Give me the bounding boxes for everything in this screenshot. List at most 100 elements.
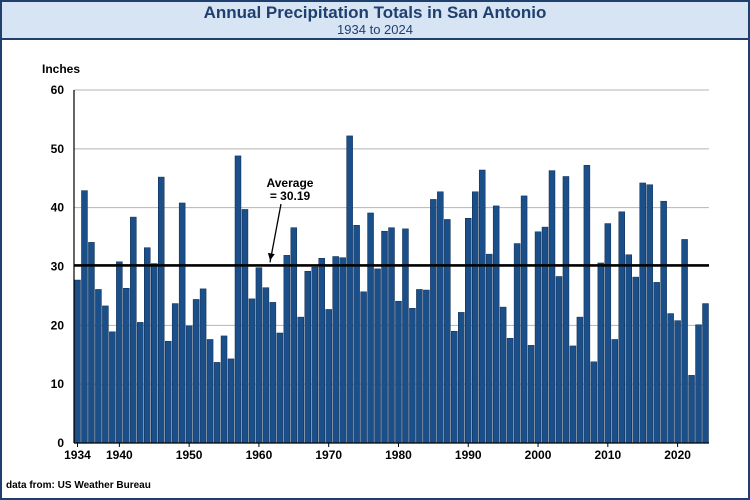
bar-2017 [653,282,660,444]
bar-1968 [311,266,318,444]
average-annotation: Average= 30.19 [74,176,709,267]
bar-1970 [325,309,332,444]
bar-1937 [95,289,102,444]
bar-1958 [241,209,249,444]
bar-1973 [346,135,353,444]
average-arrowhead [267,252,275,261]
bar-1959 [248,298,256,444]
chart-header: Annual Precipitation Totals in San Anton… [2,2,748,40]
average-value-label: = 30.19 [270,189,311,203]
x-tick-label: 1960 [246,448,273,462]
y-tick-label: 30 [51,260,65,274]
x-tick-label: 2000 [525,448,552,462]
bar-1989 [458,312,465,444]
x-tick-label: 1940 [106,448,133,462]
bar-1986 [437,191,444,444]
bar-1995 [499,306,507,444]
bar-2013 [625,254,632,444]
bar-1960 [255,267,263,444]
bar-1997 [513,243,521,444]
bar-1994 [492,205,500,444]
bar-2000 [534,231,542,444]
bar-2014 [632,276,639,444]
bar-1982 [409,308,416,444]
bar-1935 [81,190,88,444]
bar-1965 [290,227,298,444]
bar-1984 [423,289,430,444]
bar-2001 [541,226,549,444]
bar-2010 [604,223,612,444]
bar-1953 [206,339,214,444]
x-tick-label: 1990 [455,448,482,462]
bar-1972 [339,257,346,444]
axes: 0 10 20 30 40 50 60 1934 1940 1950 1960 1970 1980 199… [51,83,709,462]
bar-1983 [416,289,423,444]
bar-2011 [611,339,619,444]
bar-1974 [353,225,360,444]
bar-1945 [151,263,158,444]
bar-1936 [88,242,95,444]
bar-1996 [506,338,514,444]
bar-1934 [74,279,81,444]
y-tick-label: 0 [57,436,64,450]
bar-2022 [688,375,695,444]
x-tick-label: 1950 [176,448,203,462]
bar-2005 [569,345,577,444]
bar-1950 [185,325,193,444]
bar-1969 [318,258,325,444]
bar-1990 [465,218,472,444]
bar-2019 [667,313,674,444]
bar-1980 [395,300,402,444]
bar-1979 [388,227,395,444]
bar-1941 [123,288,130,444]
bar-1978 [381,230,388,444]
bar-1957 [234,155,242,444]
bar-1954 [213,362,221,444]
bar-2009 [597,262,605,444]
chart-subtitle: 1934 to 2024 [337,22,413,37]
y-tick-label: 40 [51,201,65,215]
bar-1981 [402,228,409,444]
bar-2018 [660,200,667,444]
bar-1942 [130,216,137,444]
source-note: data from: US Weather Bureau [6,480,151,491]
y-axis-label: Inches [42,62,80,76]
average-arrow [269,203,282,263]
bar-2015 [639,182,646,444]
bar-1961 [262,287,270,444]
bar-2007 [583,165,591,444]
bar-1993 [485,253,493,444]
bar-1966 [297,316,305,444]
bar-2006 [576,316,584,444]
bar-2016 [646,184,653,444]
x-tick-label: 2020 [664,448,691,462]
bar-1943 [137,322,144,444]
bar-1971 [332,256,339,444]
bar-1985 [430,199,437,444]
bar-1975 [360,291,367,444]
bar-1949 [178,202,186,444]
bar-1956 [227,358,235,444]
bar-1964 [283,255,291,444]
bar-1987 [444,219,451,444]
bar-2021 [681,239,688,444]
bar-2002 [548,170,556,444]
bar-1998 [520,195,528,444]
bar-1977 [374,268,381,444]
average-label: Average [267,176,314,190]
y-tick-label: 10 [51,377,65,391]
bar-2023 [695,324,702,444]
bar-1946 [157,176,165,444]
bar-2008 [590,361,598,444]
chart-title: Annual Precipitation Totals in San Anton… [203,3,547,22]
bar-1940 [116,261,123,444]
bar-1999 [527,345,535,444]
bar-2024 [702,303,709,444]
bar-1948 [171,303,179,444]
bar-1947 [164,340,172,444]
bar-2003 [555,276,563,444]
y-tick-label: 20 [51,318,65,332]
bar-2012 [618,211,626,444]
bar-1991 [471,191,479,444]
